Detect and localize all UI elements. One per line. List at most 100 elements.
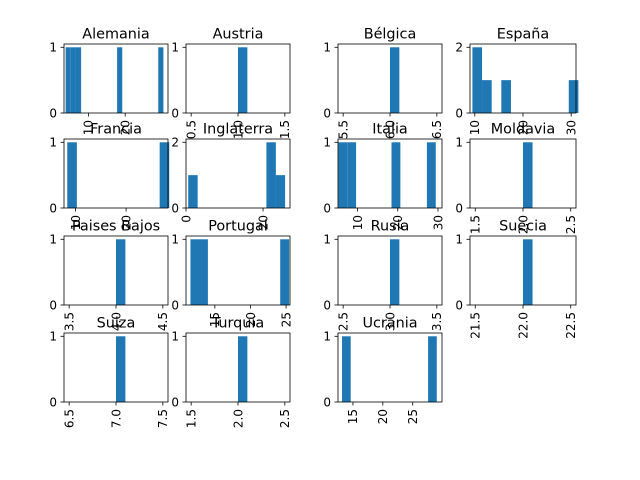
y-tick-label: 0 [323,106,331,120]
subplot-suecia: 0 1 21.5 22.0 22.5 Suecia [455,219,578,339]
x-tick-label: 10 [82,120,96,135]
x-tick-label: 6.0 [383,120,397,139]
subplot-title: España [497,27,549,43]
x-tick-label: 10 [69,215,83,230]
y-tick-label: 1 [49,41,57,55]
bar [472,47,483,113]
y-tick-label: 1 [49,330,57,344]
x-tick-label: 3.5 [62,312,76,331]
y-tick-label: 1 [171,233,179,247]
x-tick-label: 20 [118,120,132,135]
axes-frame [63,138,169,209]
bar [338,142,348,208]
x-tick-label: 20 [391,215,405,230]
x-tick-label: 7.0 [109,409,123,428]
y-tick-label: 0 [171,106,179,120]
x-tick-label: 0.5 [184,120,198,139]
axes-frame [337,138,443,209]
y-tick-label: 1 [49,136,57,150]
subplot-title: Austria [213,27,264,43]
bar [523,142,533,208]
y-tick-label: 1 [171,41,179,55]
bar [238,336,248,402]
x-tick-label: 22.5 [564,312,578,339]
y-tick-label: 0 [323,298,331,312]
bar [482,80,492,113]
subplot-title: Moldavia [491,122,556,138]
subplot-title: Italia [372,122,408,138]
bar [390,47,400,113]
y-tick-label: 0 [455,201,463,215]
x-tick-label: 6.5 [62,409,76,428]
x-tick-label: 25 [279,312,293,327]
subplot-belgica: 0 1 5.5 6.0 6.5 Bélgica [323,27,444,140]
x-tick-label: 4.0 [109,312,123,331]
bar [523,239,533,305]
subplot-title: Bélgica [364,27,417,43]
x-tick-label: 7.5 [156,409,170,428]
x-tick-label: 25 [406,409,420,424]
x-tick-label: 20 [119,215,133,230]
bar [238,47,248,113]
y-tick-label: 1 [323,136,331,150]
bar [188,175,198,208]
y-tick-label: 1 [323,330,331,344]
axes-frame [185,235,291,306]
subplot-title: Suecia [499,219,547,235]
y-tick-label: 0 [49,395,57,409]
y-tick-label: 0 [49,106,57,120]
subplot-title: Inglaterra [203,122,273,138]
x-tick-label: 3.0 [383,312,397,331]
y-tick-label: 0 [49,201,57,215]
subplot-suiza: 0 1 6.5 7.0 7.5 Suiza [49,316,170,429]
bar [428,336,437,402]
x-tick-label: 1.5 [469,215,483,234]
y-tick-label: 1 [171,330,179,344]
subplot-title: Francia [90,122,142,138]
axes-frame [337,332,443,403]
x-tick-label: 2.5 [564,215,578,234]
y-tick-label: 2 [171,136,179,150]
y-tick-label: 0 [323,201,331,215]
x-tick-label: 2.5 [278,409,292,428]
bar [75,47,82,113]
bar [390,239,400,305]
axes-frame [185,138,291,209]
x-tick-label: 1.5 [184,409,198,428]
bar [199,239,208,305]
x-tick-label: 3.5 [430,312,444,331]
bar [342,336,351,402]
y-tick-label: 0 [49,298,57,312]
bar [568,80,579,113]
subplot-portugal: 0 1 15 20 25 Portugal [171,219,293,328]
bar [67,142,77,208]
bar [391,142,401,208]
y-tick-label: 0 [171,395,179,409]
bar [266,142,276,208]
bar [117,47,123,113]
y-tick-label: 1 [323,233,331,247]
subplot-italia: 0 1 10 20 30 Italia [323,122,445,231]
bar [426,142,436,208]
y-tick-label: 1 [455,233,463,247]
x-tick-label: 20 [376,409,390,424]
y-tick-label: 1 [323,41,331,55]
subplot-moldavia: 0 1 1.5 2.0 2.5 Moldavia [455,122,578,235]
y-tick-label: 1 [49,233,57,247]
bar [70,47,76,113]
x-tick-label: 5.5 [336,120,350,139]
bar [116,239,126,305]
bar [65,47,71,113]
x-tick-label: 1.0 [231,120,245,139]
subplot-espana: 0 2 10 20 30 España [455,27,578,136]
x-tick-label: 0 [179,215,193,223]
x-tick-label: 4.5 [156,312,170,331]
x-tick-label: 10 [468,120,482,135]
subplot-title: Turquía [211,316,264,332]
x-tick-label: 20 [516,120,530,135]
x-tick-label: 1.5 [278,120,292,139]
y-tick-label: 0 [455,106,463,120]
